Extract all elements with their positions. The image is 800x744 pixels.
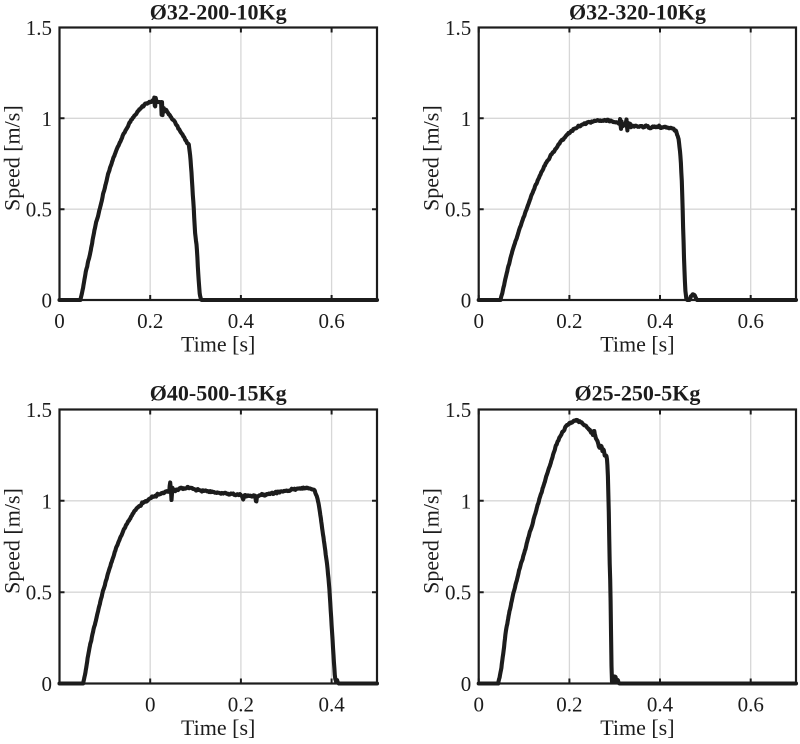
svg-text:0: 0 [461,289,472,313]
svg-text:0.4: 0.4 [647,309,674,333]
svg-text:Time [s]: Time [s] [181,715,255,740]
svg-text:0.6: 0.6 [318,309,344,333]
svg-text:0: 0 [145,693,156,717]
svg-text:0.2: 0.2 [556,693,582,717]
svg-text:0: 0 [54,309,65,333]
svg-text:Speed [m/s]: Speed [m/s] [419,105,444,211]
svg-text:Ø40-500-15Kg: Ø40-500-15Kg [150,381,287,406]
svg-text:Time [s]: Time [s] [600,332,674,357]
svg-text:0.5: 0.5 [26,581,52,605]
svg-text:Ø32-200-10Kg: Ø32-200-10Kg [150,0,287,25]
svg-text:1: 1 [42,107,53,131]
svg-text:0.5: 0.5 [445,198,471,222]
svg-text:Speed [m/s]: Speed [m/s] [419,488,444,594]
svg-text:0.6: 0.6 [738,309,764,333]
svg-text:1.5: 1.5 [26,16,52,40]
svg-text:1: 1 [461,489,472,513]
svg-text:0: 0 [473,693,484,717]
svg-text:Speed [m/s]: Speed [m/s] [0,488,25,594]
svg-text:0.5: 0.5 [445,581,471,605]
svg-text:0.6: 0.6 [738,693,764,717]
svg-text:Time [s]: Time [s] [181,332,255,357]
svg-text:0.4: 0.4 [228,309,255,333]
svg-text:Ø32-320-10Kg: Ø32-320-10Kg [569,0,706,25]
svg-text:0.2: 0.2 [137,309,163,333]
svg-text:0.5: 0.5 [26,198,52,222]
svg-text:0.4: 0.4 [647,693,674,717]
svg-text:1.5: 1.5 [26,398,52,422]
svg-text:Speed [m/s]: Speed [m/s] [0,105,25,211]
svg-text:0.2: 0.2 [228,693,254,717]
svg-text:0: 0 [461,672,472,696]
svg-text:1.5: 1.5 [445,16,471,40]
svg-text:0.4: 0.4 [318,693,345,717]
svg-text:1.5: 1.5 [445,398,471,422]
svg-text:0.2: 0.2 [556,309,582,333]
svg-text:0: 0 [42,672,53,696]
svg-text:0: 0 [42,289,53,313]
svg-text:Time [s]: Time [s] [600,715,674,740]
svg-text:0: 0 [473,309,484,333]
svg-text:1: 1 [461,107,472,131]
svg-text:Ø25-250-5Kg: Ø25-250-5Kg [574,381,700,406]
svg-text:1: 1 [42,489,53,513]
